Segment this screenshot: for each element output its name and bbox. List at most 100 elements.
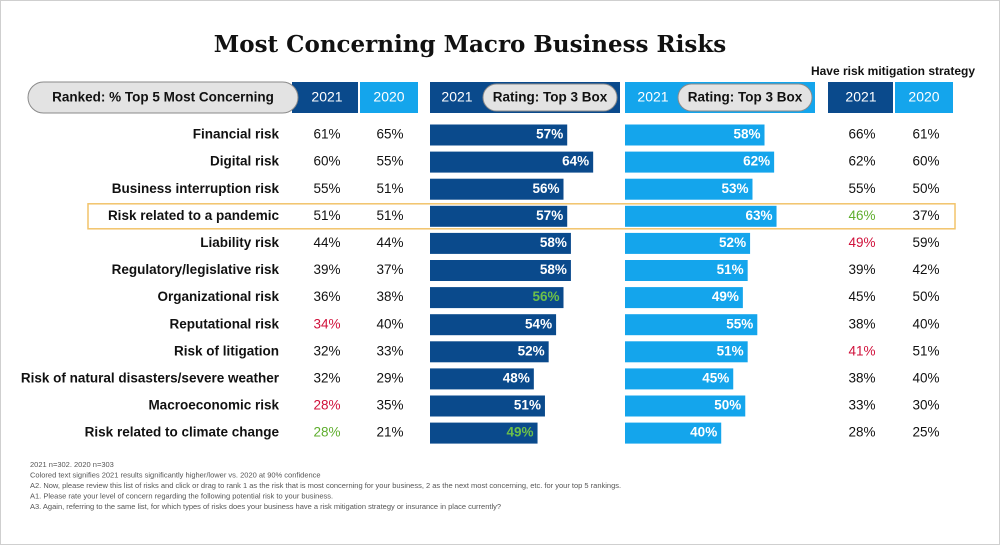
- bar: [625, 368, 734, 390]
- value-cell: 51%: [376, 208, 403, 223]
- value-cell: 38%: [376, 289, 403, 304]
- bar-label: 51%: [717, 343, 744, 358]
- value-cell: 44%: [376, 235, 403, 250]
- value-cell: 39%: [848, 262, 875, 277]
- value-cell: 36%: [313, 289, 340, 304]
- value-cell: 29%: [376, 370, 403, 385]
- bar-label: 48%: [503, 370, 530, 385]
- bar-label: 58%: [540, 235, 567, 250]
- value-cell: 39%: [313, 262, 340, 277]
- bar: [625, 124, 765, 146]
- bar-label: 57%: [536, 208, 563, 223]
- bar-label: 54%: [525, 316, 552, 331]
- bar-label: 51%: [514, 398, 541, 413]
- bar: [430, 178, 564, 200]
- value-cell: 25%: [912, 425, 939, 440]
- bar: [430, 287, 564, 309]
- value-cell: 51%: [376, 181, 403, 196]
- bar-label: 63%: [746, 208, 773, 223]
- bar-label: 52%: [518, 343, 545, 358]
- header-pill: [27, 81, 299, 114]
- bar-label: 56%: [532, 289, 559, 304]
- value-cell: 50%: [912, 289, 939, 304]
- value-cell: 21%: [376, 425, 403, 440]
- bar-label: 49%: [507, 425, 534, 440]
- bar-label: 64%: [562, 154, 589, 169]
- bar: [625, 395, 746, 417]
- title: Most Concerning Macro Business Risks: [214, 31, 726, 58]
- bar: [625, 341, 748, 363]
- value-cell: 37%: [376, 262, 403, 277]
- value-cell: 30%: [912, 398, 939, 413]
- value-cell: 44%: [313, 235, 340, 250]
- footnote: A3. Again, referring to the same list, f…: [30, 502, 501, 511]
- value-cell: 66%: [848, 127, 875, 142]
- value-cell: 40%: [376, 316, 403, 331]
- value-cell: 59%: [912, 235, 939, 250]
- header-year: 2021: [441, 89, 472, 105]
- bar-label: 45%: [702, 370, 729, 385]
- value-cell: 32%: [313, 370, 340, 385]
- bar: [430, 395, 545, 417]
- header-year: 2021: [637, 89, 668, 105]
- bar-label: 56%: [532, 181, 559, 196]
- value-cell: 38%: [848, 370, 875, 385]
- row-highlight: [87, 203, 956, 230]
- bar: [625, 232, 751, 254]
- value-cell: 28%: [313, 425, 340, 440]
- bar-label: 52%: [719, 235, 746, 250]
- value-cell: 60%: [912, 154, 939, 169]
- bar-label: 40%: [690, 425, 717, 440]
- value-cell: 49%: [848, 235, 875, 250]
- header-pill: [482, 83, 618, 112]
- footnote: Colored text signifies 2021 results sign…: [30, 470, 321, 479]
- header-box: [828, 82, 893, 113]
- value-cell: 28%: [313, 398, 340, 413]
- risk-label: Liability risk: [200, 235, 279, 250]
- header-box: [292, 82, 358, 113]
- bar: [625, 260, 748, 281]
- value-cell: 34%: [313, 316, 340, 331]
- value-cell: 65%: [376, 127, 403, 142]
- footnote: A2. Now, please review this list of risk…: [30, 481, 621, 490]
- bar: [430, 314, 557, 336]
- value-cell: 33%: [848, 398, 875, 413]
- risk-label: Regulatory/legislative risk: [112, 262, 280, 277]
- value-cell: 42%: [912, 262, 939, 277]
- value-cell: 41%: [848, 343, 875, 358]
- bar: [625, 178, 753, 200]
- value-cell: 38%: [848, 316, 875, 331]
- value-cell: 62%: [848, 154, 875, 169]
- header-pill: [677, 83, 813, 112]
- bar-label: 55%: [726, 316, 753, 331]
- value-cell: 55%: [313, 181, 340, 196]
- value-cell: 45%: [848, 289, 875, 304]
- bar: [625, 422, 722, 444]
- header-year: 2021: [311, 89, 342, 105]
- bar: [430, 368, 534, 390]
- footnote: A1. Please rate your level of concern re…: [30, 491, 333, 500]
- bar-label: 62%: [743, 154, 770, 169]
- risk-label: Risk related to a pandemic: [108, 208, 280, 223]
- footnote: 2021 n=302. 2020 n=303: [30, 460, 114, 469]
- header-box: [895, 82, 953, 113]
- risk-label: Risk related to climate change: [85, 425, 280, 440]
- value-cell: 40%: [912, 370, 939, 385]
- bar: [625, 314, 758, 336]
- bar: [625, 287, 743, 309]
- value-cell: 55%: [848, 181, 875, 196]
- header-year: 2021: [845, 89, 876, 105]
- header-label: Rating: Top 3 Box: [688, 90, 803, 105]
- header-box: [360, 82, 418, 113]
- header-label: Ranked: % Top 5 Most Concerning: [52, 90, 274, 105]
- risk-label: Business interruption risk: [112, 181, 280, 196]
- risk-label: Risk of natural disasters/severe weather: [21, 370, 280, 385]
- value-cell: 32%: [313, 343, 340, 358]
- bar: [430, 260, 571, 281]
- bar: [625, 151, 775, 173]
- bar: [625, 205, 777, 227]
- value-cell: 51%: [313, 208, 340, 223]
- risk-label: Digital risk: [210, 154, 280, 169]
- risk-label: Financial risk: [193, 127, 280, 142]
